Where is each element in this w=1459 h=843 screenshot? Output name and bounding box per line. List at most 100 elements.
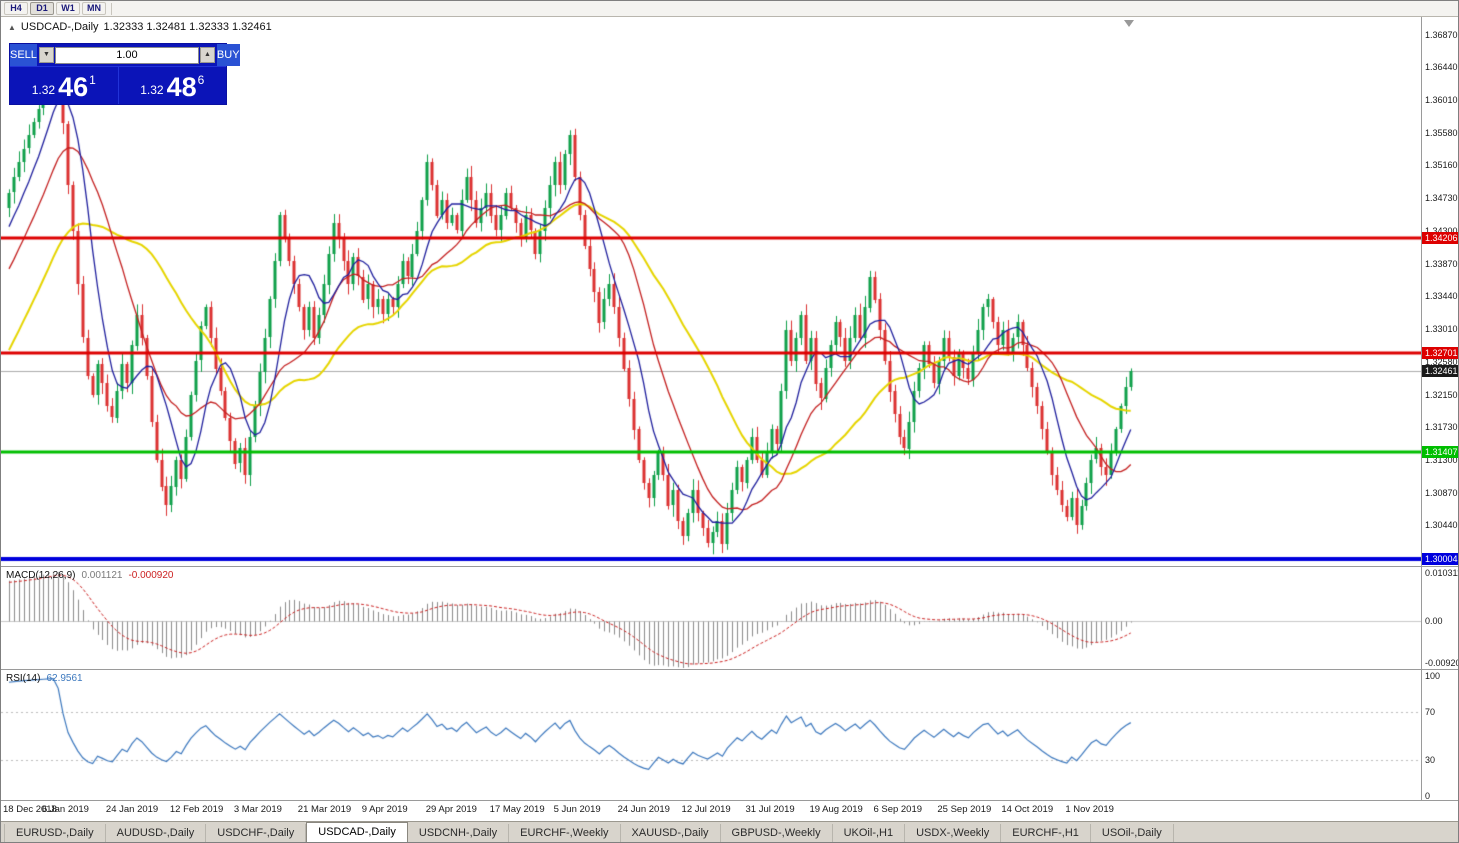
toolbar-separator — [111, 2, 112, 15]
price-tick: 1.36870 — [1425, 29, 1458, 40]
tab-ukoil-h1[interactable]: UKOil-,H1 — [833, 824, 906, 842]
price-level-label: 1.30004 — [1422, 552, 1458, 565]
rsi-scale-label: 0 — [1425, 791, 1431, 801]
price-tick: 1.31300 — [1425, 454, 1458, 465]
chart-title: ▲ USDCAD-,Daily 1.32333 1.32481 1.32333 … — [8, 21, 272, 33]
macd-scale-top: 0.010311 — [1425, 568, 1459, 578]
sell-button[interactable]: SELL — [10, 44, 37, 66]
price-tick: 1.31730 — [1425, 421, 1458, 432]
macd-label: MACD(12,26,9) 0.001121 -0.000920 — [6, 570, 173, 581]
rsi-indicator-canvas[interactable] — [1, 670, 1421, 800]
macd-scale-zero: 0.00 — [1425, 616, 1443, 626]
volume-increase-icon[interactable]: ▲ — [199, 47, 215, 63]
tab-eurchf-h1[interactable]: EURCHF-,H1 — [1001, 824, 1091, 842]
price-level-label: 1.32701 — [1422, 346, 1458, 359]
rsi-scale-label: 70 — [1425, 707, 1436, 717]
timeframe-button-d1[interactable]: D1 — [30, 2, 54, 15]
price-tick: 1.33440 — [1425, 291, 1458, 302]
volume-input[interactable] — [54, 46, 199, 64]
time-axis-label: 5 Jun 2019 — [553, 804, 601, 815]
time-axis-label: 6 Sep 2019 — [873, 804, 923, 815]
tab-eurchf-weekly[interactable]: EURCHF-,Weekly — [509, 824, 621, 842]
time-axis-label: 14 Oct 2019 — [1001, 804, 1054, 815]
chart-symbol-label: USDCAD-,Daily — [20, 21, 99, 33]
macd-indicator-canvas[interactable] — [1, 567, 1421, 669]
time-axis-label: 18 Dec 2018 — [3, 804, 57, 815]
buy-button[interactable]: BUY — [216, 44, 240, 66]
buy-price-display[interactable]: 1.32 48 6 — [119, 67, 227, 104]
price-tick: 1.36010 — [1425, 95, 1458, 106]
panel-separator — [1, 800, 1458, 801]
tab-usoil-daily[interactable]: USOil-,Daily — [1091, 824, 1174, 842]
price-tick: 1.33870 — [1425, 258, 1458, 269]
buy-price-pips: 48 — [166, 72, 197, 102]
price-tick: 1.35580 — [1425, 128, 1458, 139]
price-tick: 1.32580 — [1425, 357, 1458, 368]
rsi-label: RSI(14) 62.9561 — [6, 673, 83, 684]
time-axis-label: 12 Jul 2019 — [681, 804, 731, 815]
time-axis-label: 9 Apr 2019 — [361, 804, 408, 815]
price-level-label: 1.34206 — [1422, 231, 1458, 244]
rsi-value: 62.9561 — [46, 673, 83, 684]
panel-separator[interactable] — [1, 566, 1458, 567]
price-tick: 1.32150 — [1425, 389, 1458, 400]
price-tick: 1.33010 — [1425, 324, 1458, 335]
time-axis-label: 29 Apr 2019 — [425, 804, 477, 815]
price-level-label: 1.31407 — [1422, 445, 1458, 458]
price-tick: 1.34300 — [1425, 225, 1458, 236]
volume-control: ▼ ▲ — [37, 44, 217, 66]
price-tick: 1.30440 — [1425, 520, 1458, 531]
symbol-triangle-icon: ▲ — [8, 22, 16, 32]
volume-decrease-icon[interactable]: ▼ — [38, 47, 54, 63]
chart-shift-marker-icon — [1124, 20, 1134, 27]
price-tick: 1.36440 — [1425, 62, 1458, 73]
panel-separator[interactable] — [1, 669, 1458, 670]
price-chart-canvas[interactable] — [1, 17, 1421, 566]
sell-price-pips: 46 — [58, 72, 89, 102]
timeframe-button-h4[interactable]: H4 — [4, 2, 28, 15]
time-axis-label: 17 May 2019 — [489, 804, 545, 815]
time-axis[interactable]: 18 Dec 2018 6 Jan 2019 24 Jan 2019 12 Feb 2… — [1, 801, 1421, 819]
sell-price-display[interactable]: 1.32 46 1 — [10, 67, 119, 104]
tab-audusd-daily[interactable]: AUDUSD-,Daily — [106, 824, 207, 842]
price-tick: 1.30870 — [1425, 487, 1458, 498]
tab-usdcnh-daily[interactable]: USDCNH-,Daily — [408, 824, 510, 842]
rsi-scale-label: 30 — [1425, 755, 1436, 765]
tab-usdx-weekly[interactable]: USDX-,Weekly — [905, 824, 1002, 842]
tab-eurusd-daily[interactable]: EURUSD-,Daily — [4, 824, 106, 842]
time-axis-label: 25 Sep 2019 — [937, 804, 992, 815]
rsi-scale-label: 100 — [1425, 671, 1441, 681]
rsi-name: RSI(14) — [6, 673, 41, 684]
time-axis-label: 19 Aug 2019 — [809, 804, 863, 815]
one-click-trading-panel: SELL ▼ ▲ BUY 1.32 46 1 1.32 48 6 — [9, 43, 240, 105]
tab-usdcad-daily[interactable]: USDCAD-,Daily — [306, 822, 408, 842]
sell-price-prefix: 1.32 — [31, 83, 56, 97]
tab-xauusd-daily[interactable]: XAUUSD-,Daily — [621, 824, 721, 842]
price-tick: 1.34730 — [1425, 192, 1458, 203]
price-tick: 1.35160 — [1425, 160, 1458, 171]
bid-price-label: 1.32461 — [1422, 365, 1458, 378]
chart-tab-bar: EURUSD-,Daily AUDUSD-,Daily USDCHF-,Daily U… — [1, 821, 1458, 842]
time-axis-label: 1 Nov 2019 — [1065, 804, 1114, 815]
timeframe-button-mn[interactable]: MN — [82, 2, 106, 15]
buy-price-prefix: 1.32 — [140, 83, 164, 97]
time-axis-label: 6 Jan 2019 — [41, 804, 89, 815]
macd-main-value: 0.001121 — [81, 570, 123, 581]
timeframe-toolbar: H4 D1 W1 MN — [1, 1, 1458, 17]
chart-ohlc-values: 1.32333 1.32481 1.32333 1.32461 — [103, 21, 272, 33]
time-axis-label: 12 Feb 2019 — [169, 804, 224, 815]
time-axis-label: 3 Mar 2019 — [233, 804, 282, 815]
macd-signal-value: -0.000920 — [128, 570, 174, 581]
macd-scale-bottom: -0.00920 — [1425, 658, 1459, 668]
buy-price-point: 6 — [197, 73, 205, 87]
time-axis-label: 21 Mar 2019 — [297, 804, 352, 815]
time-axis-label: 31 Jul 2019 — [745, 804, 795, 815]
time-axis-label: 24 Jan 2019 — [105, 804, 159, 815]
timeframe-button-w1[interactable]: W1 — [56, 2, 80, 15]
time-axis-label: 24 Jun 2019 — [617, 804, 670, 815]
tab-gbpusd-weekly[interactable]: GBPUSD-,Weekly — [721, 824, 833, 842]
tab-usdchf-daily[interactable]: USDCHF-,Daily — [206, 824, 307, 842]
sell-price-point: 1 — [89, 73, 96, 87]
macd-name: MACD(12,26,9) — [6, 570, 76, 581]
